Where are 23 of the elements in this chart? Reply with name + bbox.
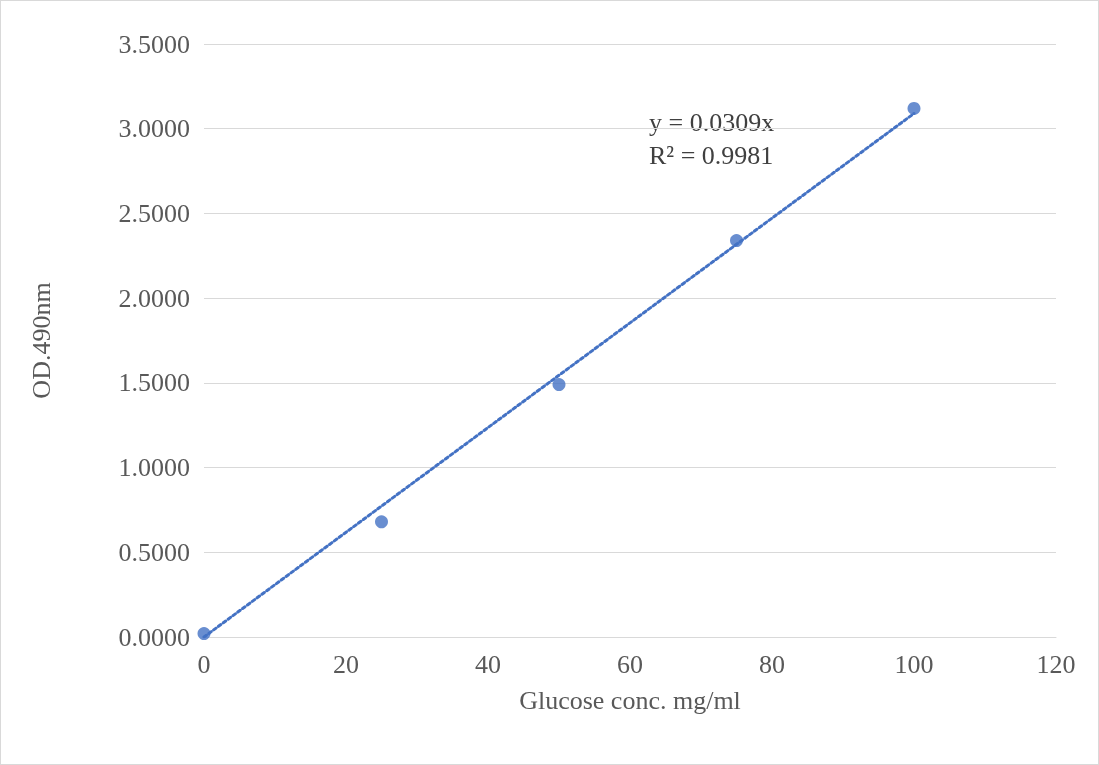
x-tick-label: 80 (759, 649, 785, 679)
y-tick-label: 3.0000 (118, 114, 190, 144)
y-tick-label: 0.5000 (118, 537, 190, 567)
point (552, 378, 566, 392)
y-tick-label: 1.0000 (118, 453, 190, 483)
annotation: R² = 0.9981 (649, 140, 774, 170)
point (375, 515, 388, 529)
x-tick-label: 0 (197, 649, 211, 679)
x-tick-label: 40 (475, 649, 501, 679)
x-axis-title: Glucose conc. mg/ml (519, 685, 741, 715)
y-tick-label: 2.5000 (118, 198, 190, 228)
y-tick-label: 3.5000 (118, 29, 190, 59)
x-tick-label: 100 (894, 649, 934, 679)
y-axis-title: OD.490nm (26, 282, 56, 399)
x-tick-label: 120 (1036, 649, 1076, 679)
x-tick-label: 60 (617, 649, 643, 679)
point (907, 101, 921, 115)
x-tick-label: 20 (333, 649, 359, 679)
y-tick-label: 1.5000 (118, 368, 190, 398)
y-tick-label: 0.0000 (118, 622, 190, 652)
y-tick-label: 2.0000 (118, 283, 190, 313)
point (730, 234, 743, 248)
point (197, 627, 211, 641)
